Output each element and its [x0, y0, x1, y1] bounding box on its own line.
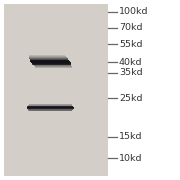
Bar [28, 105, 73, 106]
Bar [30, 59, 68, 60]
Bar [29, 104, 72, 105]
Bar [27, 107, 74, 108]
Text: 35kd: 35kd [119, 68, 142, 77]
Bar [29, 56, 66, 57]
Bar [30, 61, 70, 62]
Bar [28, 106, 73, 107]
Text: 10kd: 10kd [119, 154, 142, 163]
Text: 100kd: 100kd [119, 7, 148, 16]
Bar [27, 108, 74, 109]
Bar [35, 67, 72, 68]
Text: 40kd: 40kd [119, 58, 142, 67]
Bar [30, 61, 70, 62]
Bar [31, 62, 71, 63]
Bar [28, 106, 73, 107]
Bar [28, 105, 73, 106]
Bar [29, 56, 65, 57]
Bar [31, 63, 71, 64]
Bar [29, 55, 65, 56]
Bar [30, 60, 69, 61]
Bar [32, 63, 71, 64]
Bar [28, 109, 73, 110]
Bar [29, 58, 68, 59]
Bar [29, 57, 67, 58]
Bar [27, 107, 74, 108]
Bar [4, 4, 108, 176]
Text: 15kd: 15kd [119, 132, 142, 141]
Bar [33, 65, 71, 66]
Bar [33, 64, 71, 65]
Bar [35, 66, 72, 67]
Text: 55kd: 55kd [119, 40, 142, 49]
Text: 70kd: 70kd [119, 23, 142, 32]
Text: 25kd: 25kd [119, 94, 142, 103]
Bar [30, 60, 69, 61]
Bar [34, 65, 71, 66]
Bar [31, 62, 70, 63]
Bar [28, 110, 72, 111]
Bar [35, 67, 72, 68]
Bar [30, 58, 68, 59]
